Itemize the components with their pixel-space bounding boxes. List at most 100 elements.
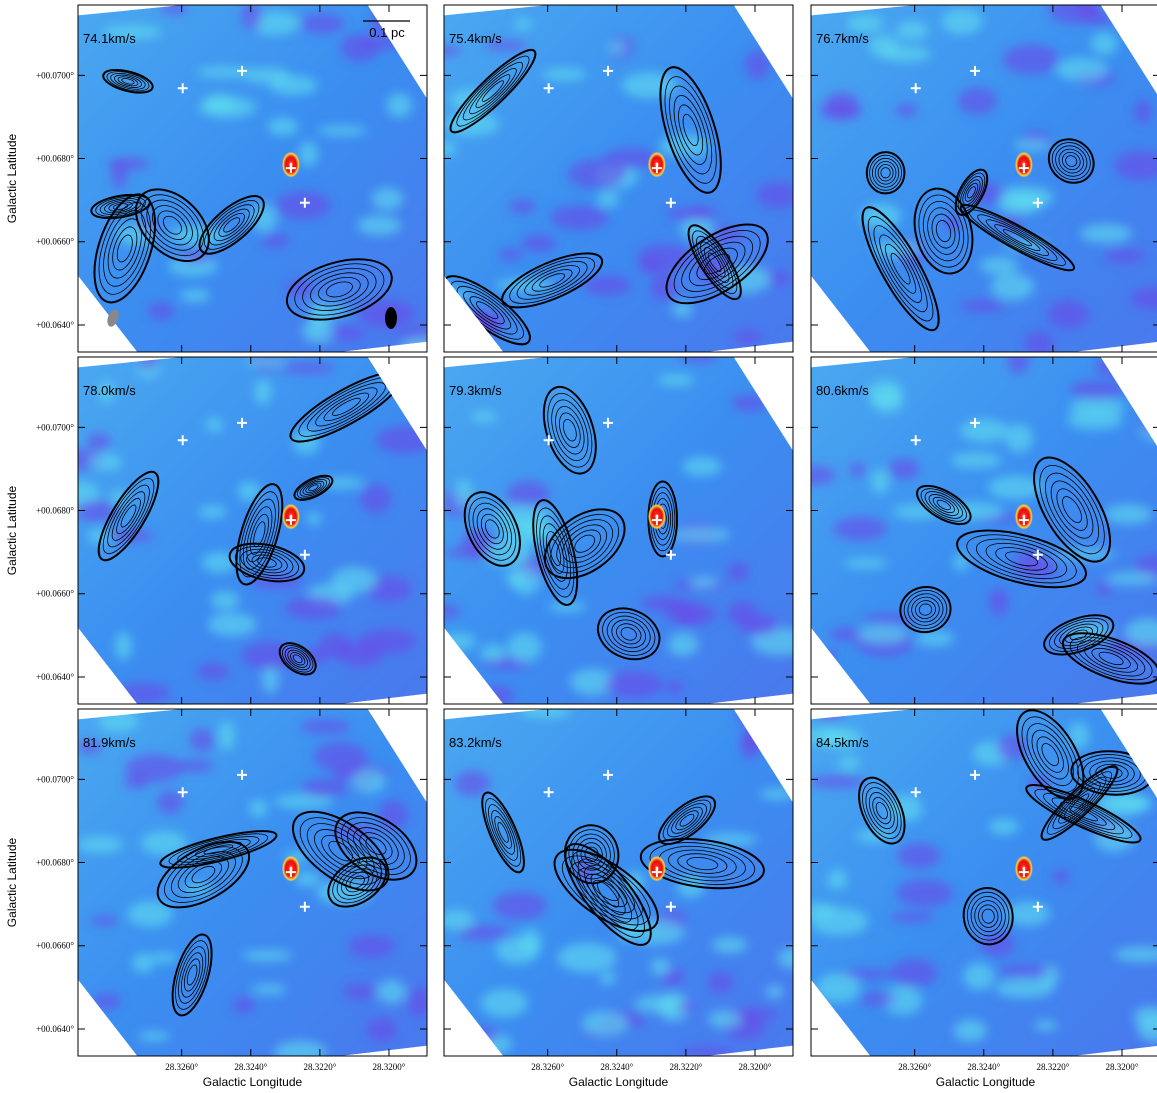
intensity-image <box>78 709 427 1056</box>
panel: 84.5km/s 28.3260° 28.3240° 28.3220° 28.3200°… <box>810 708 1157 1089</box>
velocity-label: 79.3km/s <box>449 383 502 398</box>
velocity-label: 84.5km/s <box>816 735 869 750</box>
y-tick-label: +00.0700° <box>36 774 74 784</box>
x-tick-label: 28.3200° <box>739 1062 772 1072</box>
intensity-image <box>444 5 793 352</box>
y-tick-label: +00.0660° <box>36 941 74 951</box>
beam <box>385 307 397 329</box>
x-tick-label: 28.3200° <box>373 1062 406 1072</box>
y-tick-label: +00.0640° <box>36 320 74 330</box>
beam <box>107 309 119 327</box>
source-marker <box>285 867 296 878</box>
contours <box>463 385 679 661</box>
source-marker <box>237 65 248 76</box>
x-tick-label: 28.3200° <box>1106 1062 1139 1072</box>
panel: 76.7km/s <box>810 4 1157 353</box>
source-marker <box>177 83 188 94</box>
source-marker <box>651 867 662 878</box>
source-marker <box>1018 163 1029 174</box>
contours <box>156 810 418 1017</box>
y-axis-label: Galactic Latitude <box>5 485 19 575</box>
intensity-image <box>78 357 427 704</box>
velocity-label: 78.0km/s <box>83 383 136 398</box>
source-marker <box>285 515 296 526</box>
source-marker <box>1032 901 1043 912</box>
velocity-label: 76.7km/s <box>816 31 869 46</box>
x-tick-label: 28.3260° <box>531 1062 564 1072</box>
source-marker <box>665 549 676 560</box>
panel: 83.2km/s 28.3260° 28.3240° 28.3220° 28.3200°… <box>443 708 794 1089</box>
y-tick-label: +00.0700° <box>36 70 74 80</box>
panel: 74.1km/s +00.0640° +00.0660° +00.0680° +00.0… <box>5 4 428 353</box>
intensity-image <box>78 5 427 352</box>
y-tick-label: +00.0700° <box>36 422 74 432</box>
source-marker <box>299 197 310 208</box>
y-axis-label: Galactic Latitude <box>5 837 19 927</box>
contours <box>858 709 1154 946</box>
source-marker <box>543 787 554 798</box>
velocity-label: 75.4km/s <box>449 31 502 46</box>
x-axis-label: Galactic Longitude <box>569 1075 669 1089</box>
source-marker <box>910 435 921 446</box>
y-axis-label: Galactic Latitude <box>5 133 19 223</box>
x-tick-label: 28.3260° <box>165 1062 198 1072</box>
panel-frame <box>810 708 1157 1057</box>
source-marker <box>910 83 921 94</box>
panel: 78.0km/s +00.0640° +00.0660° +00.0680° +00.0… <box>5 356 428 705</box>
panel-frame <box>77 4 428 353</box>
x-tick-label: 28.3220° <box>1036 1062 1069 1072</box>
panel-frame <box>443 4 794 353</box>
x-tick-label: 28.3240° <box>234 1062 267 1072</box>
source-marker <box>543 83 554 94</box>
source-marker <box>1018 515 1029 526</box>
contours <box>90 68 393 321</box>
source-marker <box>1018 867 1029 878</box>
panel: 79.3km/s <box>443 356 794 705</box>
source-marker <box>970 65 981 76</box>
panel-frame <box>810 4 1157 353</box>
contours <box>899 456 1157 685</box>
source-marker <box>651 515 662 526</box>
source-marker <box>665 197 676 208</box>
source-marker <box>237 417 248 428</box>
intensity-image <box>811 357 1157 704</box>
y-tick-label: +00.0640° <box>36 1024 74 1034</box>
velocity-label: 74.1km/s <box>83 31 136 46</box>
intensity-image <box>444 357 793 704</box>
source-marker <box>1032 197 1043 208</box>
intensity-image <box>444 709 793 1056</box>
x-tick-label: 28.3240° <box>967 1062 1000 1072</box>
panel-frame <box>443 708 794 1057</box>
x-tick-label: 28.3220° <box>303 1062 336 1072</box>
source-marker <box>543 435 554 446</box>
velocity-label: 80.6km/s <box>816 383 869 398</box>
source-marker <box>603 769 614 780</box>
contours <box>861 138 1095 332</box>
x-tick-label: 28.3260° <box>898 1062 931 1072</box>
y-tick-label: +00.0640° <box>36 672 74 682</box>
intensity-image <box>811 709 1157 1056</box>
x-tick-label: 28.3240° <box>600 1062 633 1072</box>
y-tick-label: +00.0680° <box>36 154 74 164</box>
source-marker <box>237 769 248 780</box>
source-marker <box>299 901 310 912</box>
source-marker <box>285 163 296 174</box>
x-axis-label: Galactic Longitude <box>203 1075 303 1089</box>
source-marker <box>177 435 188 446</box>
x-tick-label: 28.3220° <box>669 1062 702 1072</box>
intensity-image <box>811 5 1157 352</box>
panel-frame <box>810 356 1157 705</box>
panel-frame <box>77 708 428 1057</box>
x-axis-label: Galactic Longitude <box>936 1075 1036 1089</box>
source-marker <box>603 65 614 76</box>
contours <box>444 48 769 346</box>
source-marker <box>970 769 981 780</box>
source-marker <box>1032 549 1043 560</box>
panel-frame <box>77 356 428 705</box>
source-marker <box>299 549 310 560</box>
y-tick-label: +00.0680° <box>36 858 74 868</box>
panel: 75.4km/s <box>443 4 794 353</box>
velocity-label: 81.9km/s <box>83 735 136 750</box>
source-marker <box>177 787 188 798</box>
